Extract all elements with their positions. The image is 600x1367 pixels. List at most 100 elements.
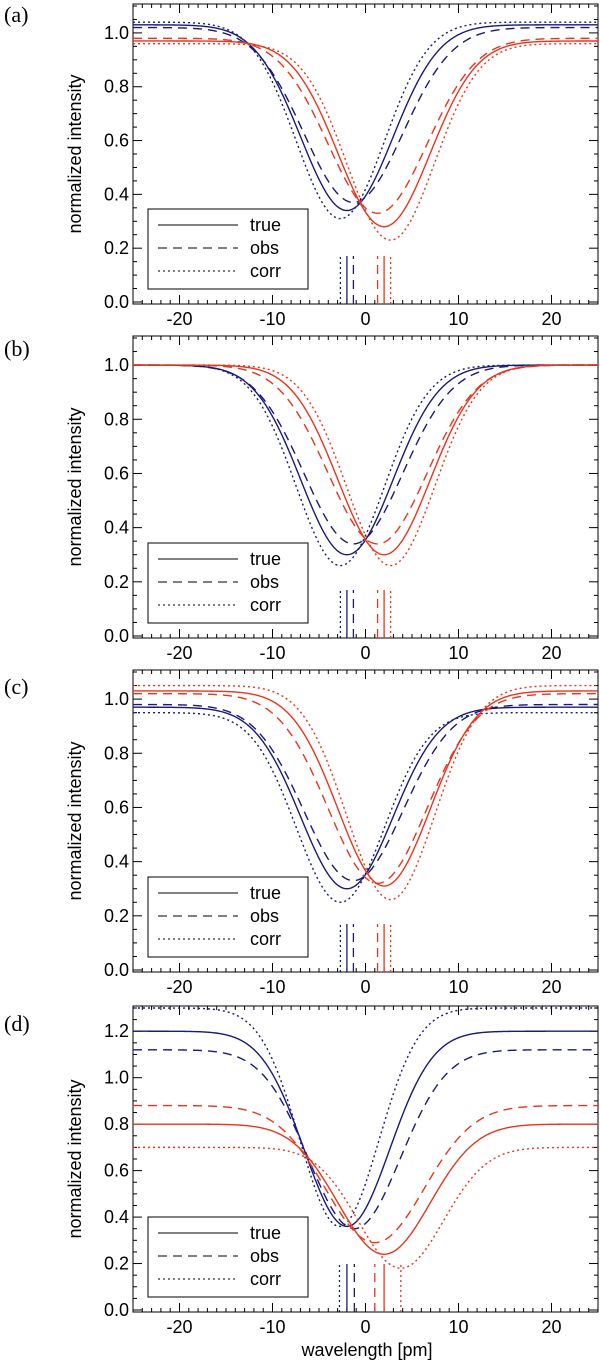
series-line-blue-dashed <box>133 26 598 204</box>
series-line-blue-dashed <box>133 1049 598 1230</box>
legend-box <box>147 1216 309 1298</box>
y-tick-label: 0.4 <box>104 518 129 538</box>
x-tick-label: 0 <box>360 643 370 663</box>
legend: true obs corr <box>147 542 309 624</box>
y-tick-label: 0.8 <box>104 743 129 763</box>
x-tick-label: -10 <box>259 643 285 663</box>
x-axis-label: wavelength [pm] <box>300 1340 432 1360</box>
y-tick-label: 0.0 <box>104 1300 129 1320</box>
x-tick-label: -20 <box>166 643 192 663</box>
series-line-red-solid <box>133 690 598 887</box>
legend-label: obs <box>250 238 279 258</box>
x-tick-label: 20 <box>541 643 561 663</box>
x-tick-label: -20 <box>166 1317 192 1337</box>
x-tick-label: 20 <box>541 977 561 997</box>
y-tick-label: 0.4 <box>104 1207 129 1227</box>
y-tick-label: 0.2 <box>104 906 129 926</box>
y-tick-label: 0.2 <box>104 1254 129 1274</box>
series-line-red-dashed <box>133 692 598 885</box>
panel-a: (a) normalized intensity -20 -10 0 10 20 0.0 0… <box>4 2 599 329</box>
y-tick-label: 0.6 <box>104 797 129 817</box>
series-group <box>133 1007 598 1312</box>
plot-area: -20 -10 0 10 20 0.0 0.2 0.4 0.6 0.8 1.0 1.2 true obs c… <box>104 1005 599 1337</box>
series-line-red-dashed <box>133 364 598 545</box>
y-axis-label: normalized intensity <box>65 1079 85 1238</box>
x-tick-label: 0 <box>360 977 370 997</box>
y-axis-label: normalized intensity <box>65 74 85 233</box>
series-line-red-dashed <box>133 1104 598 1244</box>
y-tick-label: 1.0 <box>104 355 129 375</box>
y-tick-label: 0.0 <box>104 960 129 980</box>
series-line-blue-dashed <box>133 364 598 545</box>
legend-label: true <box>250 215 281 235</box>
x-tick-label: 10 <box>448 1317 468 1337</box>
x-tick-label: 20 <box>541 1317 561 1337</box>
legend-box <box>147 542 309 624</box>
series-line-red-dotted <box>133 684 598 901</box>
plot-area: -20 -10 0 10 20 0.0 0.2 0.4 0.6 0.8 1.0 true obs corr <box>104 335 599 663</box>
legend-label: obs <box>250 572 279 592</box>
legend-label: corr <box>250 1269 281 1289</box>
plot-area: -20 -10 0 10 20 0.0 0.2 0.4 0.6 0.8 1.0 true obs corr <box>104 3 599 329</box>
series-group <box>133 21 598 304</box>
series-line-red-solid <box>133 1123 598 1255</box>
series-line-blue-solid <box>133 24 598 212</box>
y-tick-label: 1.2 <box>104 1021 129 1041</box>
legend-label: corr <box>250 929 281 949</box>
legend-box <box>147 208 309 290</box>
x-tick-label: -20 <box>166 977 192 997</box>
y-tick-label: 1.0 <box>104 23 129 43</box>
series-line-blue-solid <box>133 706 598 890</box>
y-tick-label: 0.8 <box>104 77 129 97</box>
y-tick-label: 0.4 <box>104 184 129 204</box>
panel-label: (a) <box>4 2 28 27</box>
y-tick-label: 0.0 <box>104 626 129 646</box>
series-line-red-dotted <box>133 42 598 241</box>
series-line-blue-dotted <box>133 1007 598 1228</box>
legend-label: obs <box>250 906 279 926</box>
legend-label: true <box>250 549 281 569</box>
y-tick-label: 0.8 <box>104 1114 129 1134</box>
y-tick-label: 0.2 <box>104 238 129 258</box>
y-tick-label: 0.2 <box>104 572 129 592</box>
legend-label: true <box>250 883 281 903</box>
series-line-red-solid <box>133 40 598 228</box>
series-line-blue-dotted <box>133 711 598 903</box>
series-line-blue-dashed <box>133 703 598 882</box>
x-tick-label: 10 <box>448 309 468 329</box>
x-tick-label: -10 <box>259 1317 285 1337</box>
y-tick-label: 0.6 <box>104 131 129 151</box>
y-tick-label: 0.6 <box>104 1161 129 1181</box>
legend-label: corr <box>250 261 281 281</box>
panel-label: (d) <box>4 1011 30 1036</box>
x-tick-label: 20 <box>541 309 561 329</box>
series-line-red-dashed <box>133 37 598 214</box>
y-tick-label: 0.4 <box>104 852 129 872</box>
legend-label: true <box>250 1223 281 1243</box>
y-tick-label: 0.0 <box>104 292 129 312</box>
panel-label: (b) <box>4 336 30 361</box>
legend: true obs corr <box>147 208 309 290</box>
y-tick-label: 0.6 <box>104 463 129 483</box>
x-tick-label: -10 <box>259 309 285 329</box>
panel-d: (d) normalized intensity -20 -10 0 10 20 0.0 0… <box>4 1005 599 1337</box>
x-tick-label: -20 <box>166 309 192 329</box>
panel-c: (c) normalized intensity -20 -10 0 10 20 0.0 0… <box>4 669 599 997</box>
x-tick-label: 0 <box>360 309 370 329</box>
legend-box <box>147 876 309 958</box>
series-group <box>133 364 598 638</box>
x-tick-label: -10 <box>259 977 285 997</box>
series-line-red-dotted <box>133 1146 598 1269</box>
panel-label: (c) <box>4 674 28 699</box>
x-tick-label: 0 <box>360 1317 370 1337</box>
y-axis-label: normalized intensity <box>65 407 85 566</box>
series-line-red-solid <box>133 364 598 556</box>
legend: true obs corr <box>147 1216 309 1298</box>
series-group <box>133 684 598 972</box>
legend: true obs corr <box>147 876 309 958</box>
y-axis-label: normalized intensity <box>65 741 85 900</box>
x-tick-label: 10 <box>448 643 468 663</box>
y-tick-label: 1.0 <box>104 1068 129 1088</box>
series-line-blue-solid <box>133 364 598 556</box>
